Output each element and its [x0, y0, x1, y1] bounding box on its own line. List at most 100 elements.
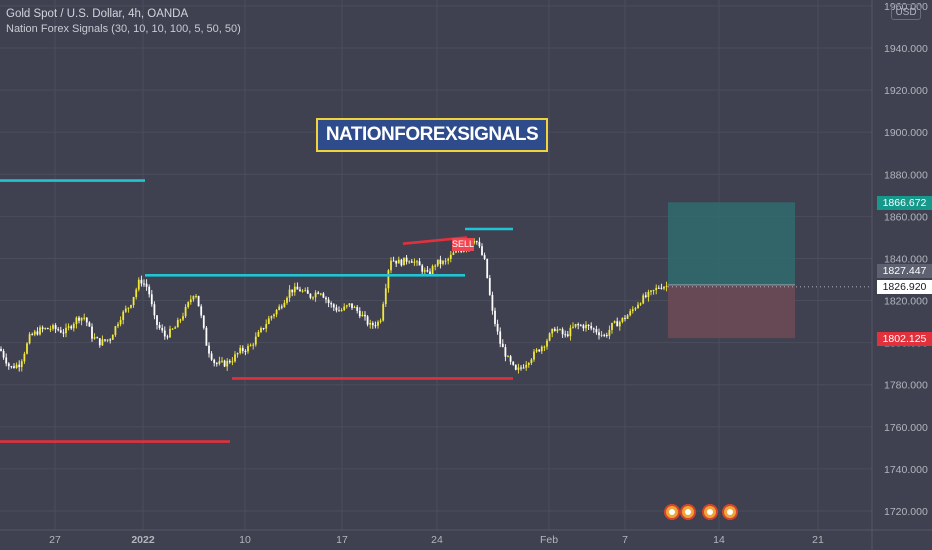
- candle-body: [39, 327, 41, 335]
- candle-body: [530, 359, 533, 364]
- event-marker-icon[interactable]: [664, 504, 680, 520]
- candle-body: [304, 290, 307, 292]
- candle-body: [44, 328, 47, 330]
- candle-body: [439, 259, 442, 264]
- candle-body: [148, 286, 151, 295]
- candle-body: [239, 347, 242, 354]
- candle-body: [109, 339, 112, 341]
- candle-body: [57, 329, 60, 331]
- candle-body: [637, 304, 639, 309]
- candle-body: [499, 331, 502, 344]
- candle-body: [426, 270, 429, 272]
- candle-body: [369, 322, 372, 325]
- candle-body: [158, 324, 161, 328]
- currency-label[interactable]: USD: [891, 4, 921, 20]
- candle-body: [429, 271, 431, 275]
- candle-body: [533, 351, 535, 360]
- candle-body: [278, 306, 281, 310]
- candle-body: [182, 316, 184, 320]
- candle-body: [52, 325, 54, 329]
- candle-body: [652, 290, 655, 292]
- candle-body: [280, 306, 283, 308]
- candle-body: [322, 293, 325, 298]
- candle-body: [379, 320, 382, 322]
- candle-body: [249, 345, 252, 347]
- candle-body: [655, 287, 658, 291]
- candle-body: [124, 308, 127, 312]
- candle-body: [611, 322, 613, 330]
- candle-body: [2, 350, 5, 358]
- candle-body: [260, 328, 262, 333]
- candle-body: [501, 343, 504, 348]
- candle-body: [551, 328, 554, 334]
- candle-body: [205, 327, 208, 346]
- candle-body: [33, 331, 36, 335]
- candle-body: [301, 290, 304, 292]
- candle-body: [0, 348, 2, 351]
- candle-body: [629, 311, 632, 316]
- candle-body: [88, 322, 91, 327]
- candle-body: [101, 339, 104, 346]
- candle-body: [483, 255, 486, 259]
- candle-body: [525, 364, 528, 368]
- candle-body: [153, 304, 156, 316]
- candle-body: [358, 310, 361, 317]
- candle-body: [23, 353, 26, 362]
- candle-body: [587, 324, 590, 327]
- candle-body: [579, 325, 582, 327]
- brand-banner: NATIONFOREXSIGNALS: [316, 118, 548, 152]
- stop-price-tag: 1802.125: [877, 332, 932, 346]
- candle-body: [496, 323, 499, 332]
- y-tick-label: 1840.000: [884, 253, 928, 265]
- candle-body: [195, 295, 197, 297]
- candle-body: [226, 360, 229, 367]
- candle-body: [377, 321, 379, 326]
- candle-body: [663, 286, 665, 289]
- candle-body: [140, 279, 143, 284]
- candle-body: [639, 303, 642, 305]
- candle-body: [343, 306, 346, 311]
- candle-body: [275, 309, 278, 315]
- candle-body: [634, 308, 637, 310]
- y-tick-label: 1820.000: [884, 296, 928, 308]
- candle-body: [416, 261, 418, 263]
- candle-body: [330, 302, 333, 305]
- candle-body: [621, 317, 624, 322]
- event-marker-icon[interactable]: [722, 504, 738, 520]
- candle-body: [475, 240, 478, 242]
- event-marker-icon[interactable]: [680, 504, 696, 520]
- candle-body: [143, 283, 145, 285]
- event-markers[interactable]: [664, 504, 744, 524]
- candle-body: [210, 353, 213, 360]
- candle-body: [325, 297, 327, 300]
- candle-body: [161, 327, 164, 331]
- candle-body: [582, 325, 585, 329]
- x-tick-label: 10: [239, 534, 251, 546]
- candle-body: [569, 327, 572, 337]
- x-tick-label: 17: [336, 534, 348, 546]
- candle-body: [455, 249, 457, 253]
- candle-body: [36, 331, 39, 335]
- candle-body: [353, 307, 356, 309]
- candle-body: [122, 311, 125, 320]
- candle-body: [5, 357, 8, 364]
- candle-body: [488, 277, 491, 295]
- candle-body: [574, 324, 577, 327]
- candle-body: [538, 349, 541, 352]
- candle-body: [270, 316, 273, 319]
- candle-body: [481, 246, 483, 256]
- candle-body: [286, 297, 288, 303]
- candle-body: [156, 315, 158, 325]
- candle-body: [184, 307, 187, 317]
- event-marker-icon[interactable]: [702, 504, 718, 520]
- candle-body: [410, 261, 413, 263]
- candle-body: [59, 330, 62, 333]
- candle-body: [169, 328, 171, 338]
- candle-body: [366, 316, 369, 325]
- candle-body: [70, 326, 73, 329]
- candle-body: [348, 303, 351, 306]
- candle-body: [512, 361, 515, 365]
- candle-body: [559, 329, 561, 331]
